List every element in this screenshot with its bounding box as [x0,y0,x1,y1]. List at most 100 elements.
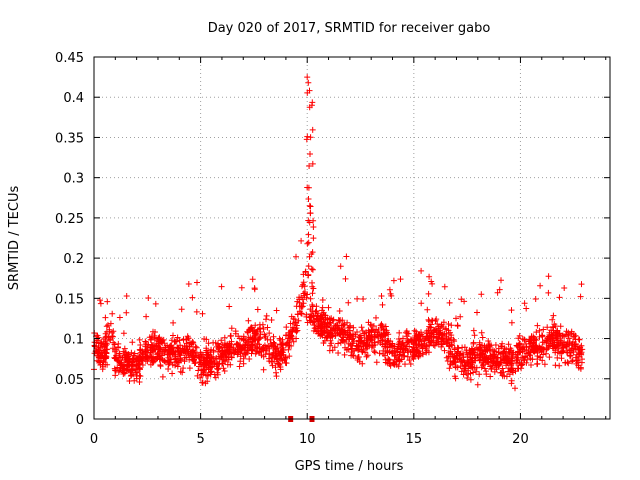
data-point [410,344,417,351]
data-point [345,325,352,331]
data-point [555,345,562,352]
data-point [373,314,379,321]
data-point [441,283,448,290]
data-point [537,354,544,360]
data-point [270,333,277,340]
data-point [363,353,370,360]
data-point [378,321,385,328]
data-point [411,327,418,334]
data-point [394,348,401,355]
data-point [445,349,452,356]
data-point [104,346,111,353]
data-point [203,349,209,356]
data-point [529,343,536,350]
data-point [569,358,575,365]
data-point [197,358,204,365]
data-points [91,74,586,392]
data-point [222,349,228,356]
data-point [157,363,164,370]
data-point [256,321,263,328]
data-point [192,343,199,350]
data-point [251,285,258,292]
data-point [426,332,433,339]
data-point [505,368,512,375]
data-point [556,294,563,301]
data-point [393,358,400,365]
data-point [536,327,543,334]
data-point [264,324,271,331]
data-point [203,355,210,362]
data-point [474,381,481,388]
data-point [398,343,405,350]
data-point [201,336,208,342]
data-point [305,272,312,279]
data-point [445,321,452,327]
data-point [454,356,461,363]
data-point [309,160,316,167]
data-point [374,329,381,336]
y-tick-label: 0.35 [55,131,84,146]
data-point [396,329,403,336]
data-point [337,263,344,270]
data-point [441,347,448,354]
data-point [159,348,166,355]
data-point [195,367,202,374]
data-point [235,348,242,355]
data-point [172,349,179,356]
data-point [181,350,187,356]
data-point [400,335,406,342]
data-point [345,299,352,306]
data-point [249,342,256,349]
data-point [565,360,572,367]
data-point [102,342,109,349]
data-point [326,347,333,354]
data-point [546,331,553,338]
data-point [184,333,191,340]
y-tick-labels: 0 0.05 0.1 0.15 0.2 0.25 0.3 0.35 0.4 0.45 [55,51,84,428]
data-point [109,310,116,317]
data-point [203,372,210,379]
data-point [265,344,272,350]
data-point [159,373,166,380]
data-point [472,346,479,353]
data-point [228,338,235,345]
data-point [469,351,476,358]
data-point [333,322,340,329]
data-point [447,361,454,368]
data-point [443,326,450,333]
data-point [210,347,217,354]
axis-ticks [93,56,610,420]
data-point [185,351,192,358]
data-point [331,344,338,351]
data-point [395,336,402,342]
data-point [454,323,461,329]
data-point [252,322,259,329]
data-point [102,314,109,321]
y-tick-label: 0.45 [55,51,84,66]
data-point [273,356,280,363]
data-point [474,309,480,316]
data-point [564,331,571,338]
data-point [431,327,437,334]
data-point [525,347,532,354]
data-point [261,331,268,338]
data-point [260,326,267,332]
data-point [266,330,273,337]
data-point [270,349,277,356]
data-point [271,343,278,350]
data-point [358,324,365,331]
data-point [309,266,316,273]
data-point [534,322,541,329]
data-point [350,324,357,331]
data-point [329,327,336,334]
data-point [276,335,283,342]
data-point [359,327,366,334]
data-point [296,299,303,306]
data-point [340,322,347,329]
data-point [256,335,263,342]
data-point [305,79,312,86]
data-point [226,303,233,310]
data-point [577,293,584,300]
data-point [293,335,300,342]
data-point [478,329,485,336]
